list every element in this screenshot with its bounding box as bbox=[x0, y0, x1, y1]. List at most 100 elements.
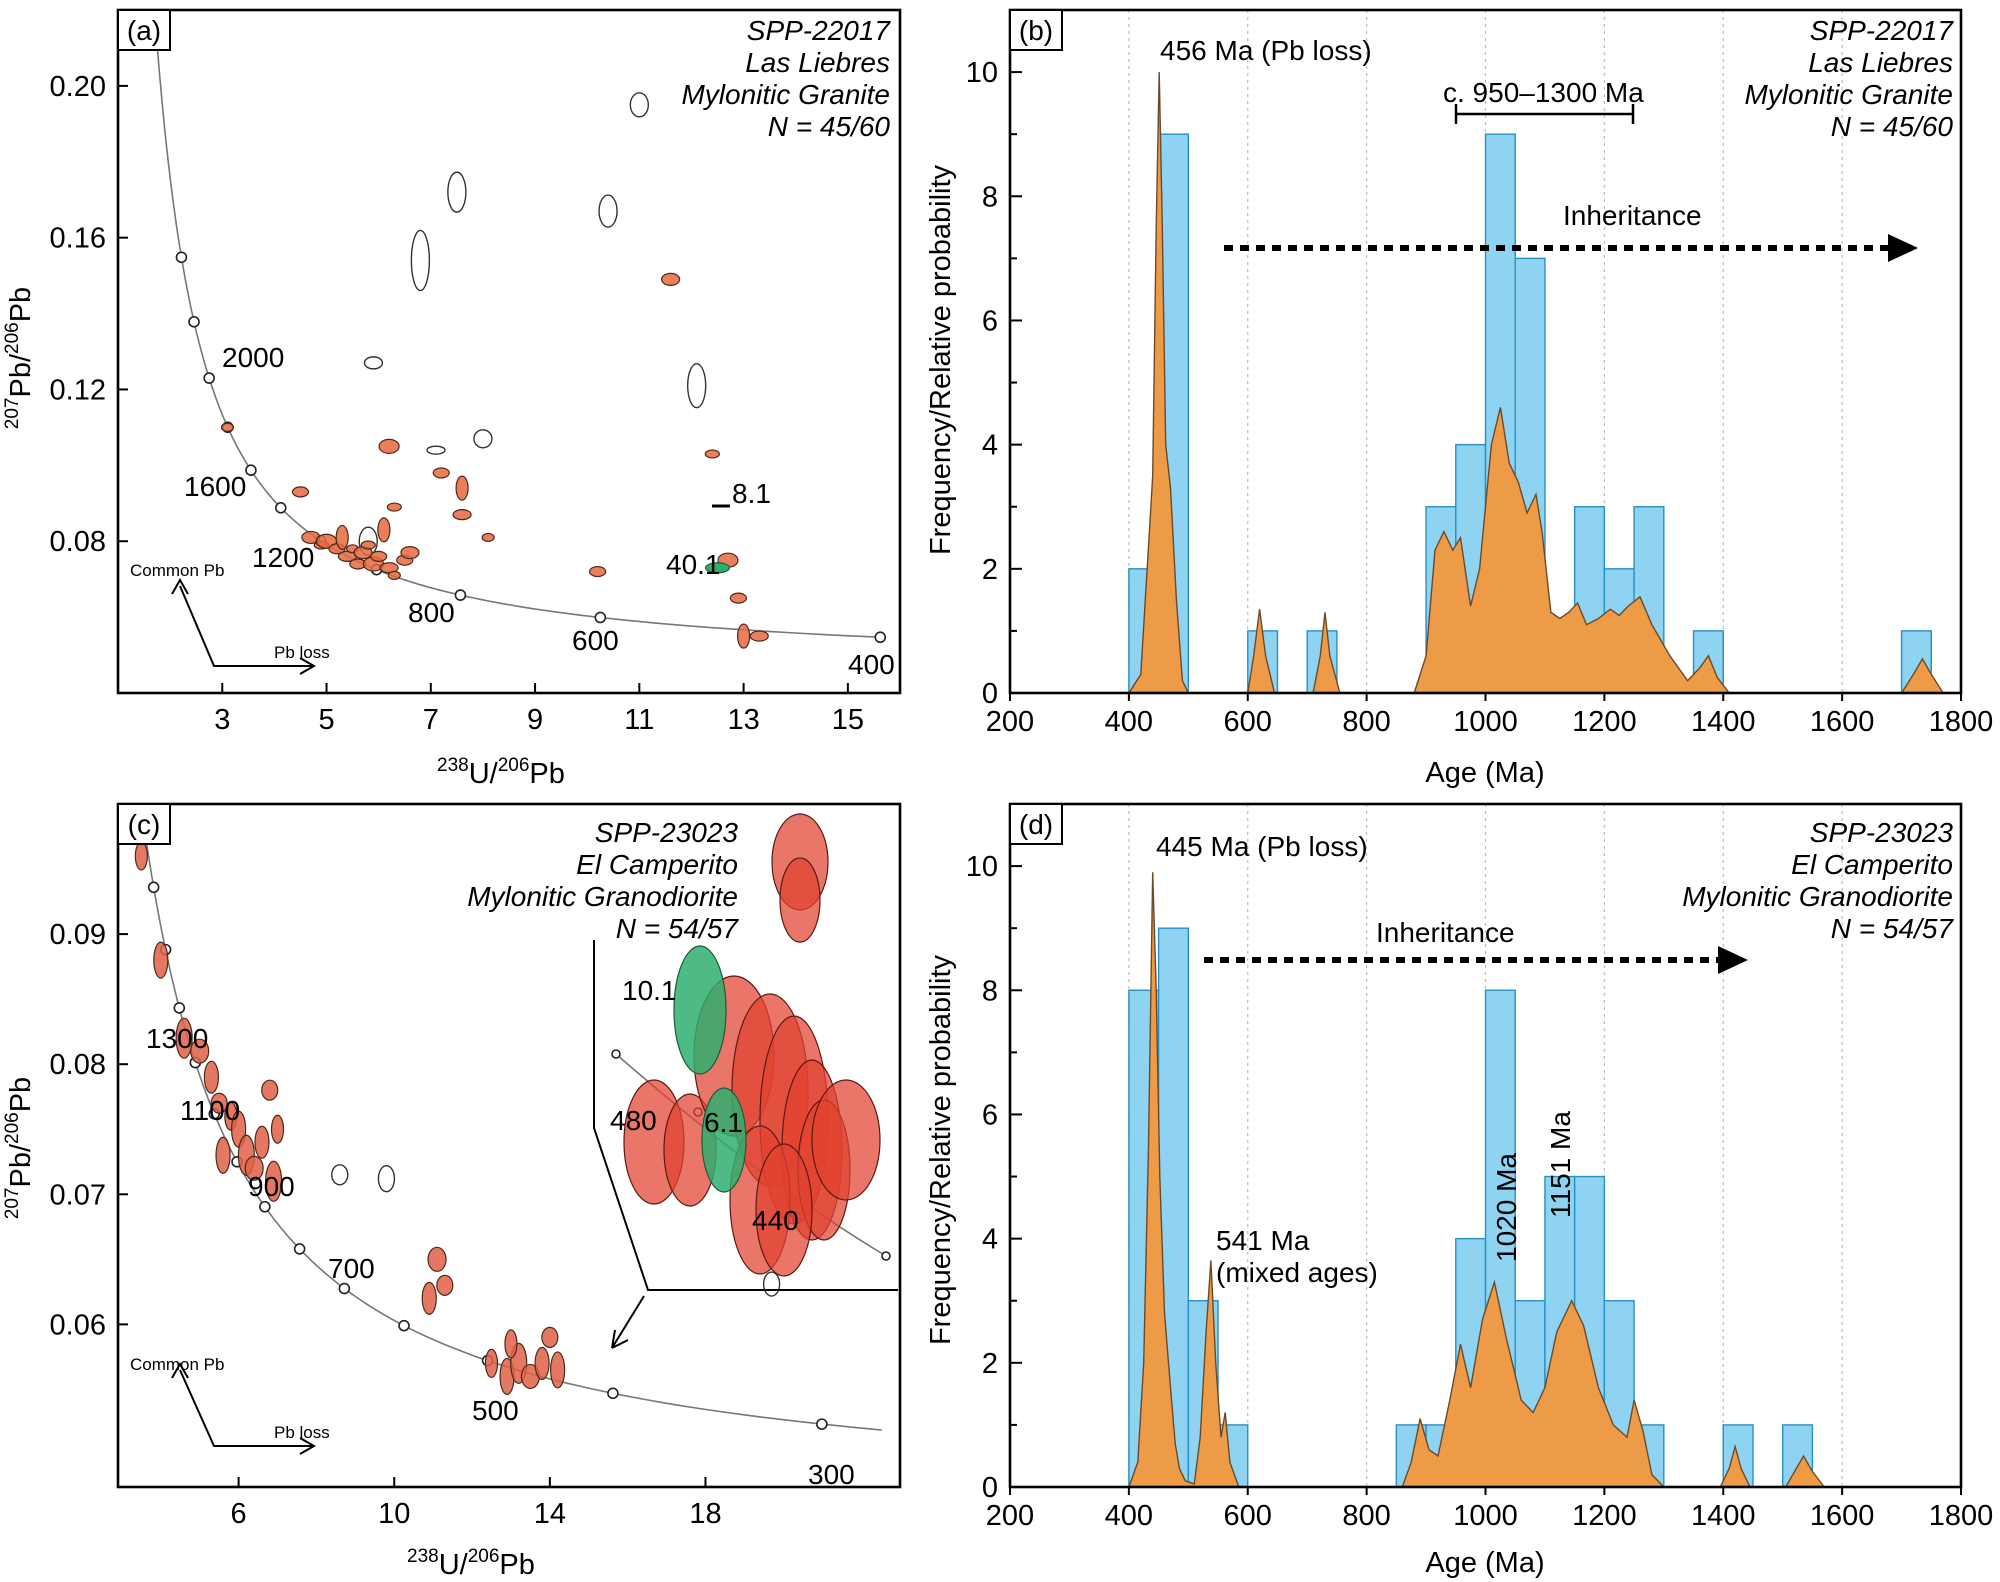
panel-c-common-pb-label: Common Pb bbox=[130, 1355, 224, 1374]
y-tick-label: 0.08 bbox=[50, 1049, 106, 1081]
x-tick-label: 1800 bbox=[1929, 706, 1994, 738]
concordia-curve bbox=[153, 10, 881, 638]
panel-b-label-box bbox=[1009, 9, 1063, 51]
y-tick-label: 0.07 bbox=[50, 1179, 106, 1211]
concordant-ellipse bbox=[265, 1160, 283, 1202]
panel-c-inset-outline bbox=[593, 940, 898, 1291]
y-tick-label: 0.16 bbox=[50, 223, 106, 255]
panel-c-inset-pointer bbox=[611, 1295, 645, 1349]
concordia-age-point bbox=[398, 1319, 410, 1332]
concordant-ellipse bbox=[215, 1136, 231, 1174]
x-tick-label: 400 bbox=[1105, 706, 1153, 738]
discordant-ellipse bbox=[762, 1271, 781, 1297]
concordant-ellipse bbox=[427, 1246, 447, 1272]
panel-a-sample-location: Las Liebres bbox=[745, 47, 890, 78]
concordia-age-point bbox=[454, 589, 467, 601]
concordant-ellipse bbox=[270, 1114, 285, 1144]
discordant-ellipse bbox=[377, 1164, 396, 1193]
panel-b-annotation-pb-loss: 456 Ma (Pb loss) bbox=[1160, 35, 1372, 66]
concordant-ellipse bbox=[244, 1155, 264, 1181]
concordant-ellipse bbox=[400, 546, 420, 560]
panel-d-xlabel: Age (Ma) bbox=[1425, 1547, 1544, 1579]
probability-density-curve bbox=[1128, 872, 1826, 1488]
y-tick-label: 0.12 bbox=[50, 374, 106, 406]
panel-d-annotation-mixed: (mixed ages) bbox=[1216, 1257, 1378, 1288]
panel-c-arrowhead-common bbox=[171, 1361, 189, 1379]
panel-c-age-900: 900 bbox=[248, 1171, 295, 1202]
panel-c-pb-loss-label: Pb loss bbox=[274, 1423, 330, 1442]
concordia-age-point bbox=[147, 881, 160, 894]
panel-c-age-500: 500 bbox=[472, 1395, 519, 1426]
panel-c-ylabel: 207Pb/206Pb bbox=[2, 1077, 37, 1219]
panel-a-pb-loss-label: Pb loss bbox=[274, 643, 330, 662]
x-tick-label: 200 bbox=[986, 1500, 1034, 1532]
x-tick-label: 5 bbox=[318, 704, 334, 736]
panel-c-inset-label-480: 480 bbox=[610, 1105, 657, 1136]
concordant-ellipse bbox=[421, 1281, 437, 1315]
panel-a-arrowhead-loss bbox=[299, 657, 317, 675]
concordia-age-point bbox=[203, 372, 215, 384]
x-tick-label: 600 bbox=[1224, 1500, 1272, 1532]
x-tick-label: 1200 bbox=[1572, 706, 1637, 738]
panel-d-inheritance-arrowhead bbox=[1718, 946, 1748, 974]
x-tick-label: 1400 bbox=[1691, 706, 1756, 738]
x-tick-label: 10 bbox=[378, 1498, 410, 1530]
concordia-age-point bbox=[274, 502, 287, 514]
concordant-ellipse bbox=[386, 502, 402, 512]
concordant-ellipse bbox=[589, 565, 607, 578]
concordant-ellipse bbox=[377, 517, 391, 543]
panel-a-label-box bbox=[117, 9, 171, 51]
concordant-ellipse bbox=[661, 272, 681, 287]
inset-green-ellipse bbox=[701, 1087, 747, 1193]
panel-a-label: (a) bbox=[127, 15, 161, 46]
x-tick-label: 1600 bbox=[1810, 706, 1875, 738]
concordant-ellipse bbox=[452, 509, 472, 521]
panel-a-spot-8-1: 8.1 bbox=[732, 478, 771, 509]
panel-a-age-2000: 2000 bbox=[222, 342, 284, 373]
discordant-ellipse bbox=[426, 445, 446, 455]
panel-c-inset-age-point bbox=[611, 1049, 621, 1059]
panel-a-arrow-path bbox=[179, 585, 312, 667]
concordant-ellipse bbox=[175, 1017, 193, 1059]
panel-a-sample-rock: Mylonitic Granite bbox=[681, 79, 890, 110]
panel-a-age-400: 400 bbox=[848, 649, 895, 680]
discordant-ellipse bbox=[410, 229, 431, 292]
panel-a-sample-n: N = 45/60 bbox=[768, 111, 891, 142]
concordant-ellipse bbox=[749, 630, 769, 642]
y-tick-label: 8 bbox=[982, 975, 998, 1007]
x-tick-label: 18 bbox=[689, 1498, 721, 1530]
y-tick-label: 4 bbox=[982, 430, 998, 462]
y-tick-label: 0.06 bbox=[50, 1309, 106, 1341]
concordant-ellipse bbox=[436, 1274, 454, 1296]
panel-a-frame bbox=[116, 8, 902, 695]
concordant-ellipse bbox=[704, 449, 720, 459]
panel-a-age-800: 800 bbox=[408, 597, 455, 628]
panel-c-inset-label-6-1: 6.1 bbox=[704, 1107, 743, 1138]
x-tick-label: 1000 bbox=[1453, 706, 1518, 738]
concordia-age-point bbox=[245, 464, 257, 477]
panel-b-annotation-inheritance: Inheritance bbox=[1563, 200, 1702, 231]
x-tick-label: 800 bbox=[1342, 1500, 1390, 1532]
panel-b-sample-n: N = 45/60 bbox=[1831, 111, 1954, 142]
panel-a-arrowhead-common bbox=[171, 577, 189, 595]
x-tick-label: 11 bbox=[624, 704, 654, 736]
concordant-ellipse bbox=[190, 1038, 210, 1064]
x-tick-label: 200 bbox=[986, 706, 1034, 738]
panel-c-inset-ellipses bbox=[623, 813, 881, 1277]
concordant-ellipse bbox=[203, 1060, 219, 1094]
panel-c-age-1100: 1100 bbox=[180, 1095, 240, 1126]
concordant-ellipse bbox=[387, 570, 401, 580]
panel-b-annotation-range: c. 950–1300 Ma bbox=[1443, 77, 1644, 108]
panel-a-age-1600: 1600 bbox=[184, 471, 246, 502]
panel-a-arrows: Common Pb Pb loss bbox=[130, 561, 330, 675]
panel-d-ticks: 200 400 600 800 1000 1200 1400 1600 1800 0 2 4 6 8 10 bbox=[966, 851, 1994, 1532]
discordant-ellipse bbox=[629, 92, 650, 118]
panel-c: 6 10 14 18 0.06 0.07 0.08 0.09 (c) SPP-23023 El… bbox=[2, 802, 902, 1581]
concordant-ellipse bbox=[534, 1346, 550, 1381]
concordant-ellipse bbox=[254, 1125, 270, 1159]
panel-d-annotation-1020: 1020 Ma bbox=[1491, 1153, 1522, 1262]
panel-c-frame bbox=[116, 802, 902, 1489]
concordia-age-point bbox=[338, 1282, 351, 1295]
panel-b: 200 400 600 800 1000 1200 1400 1600 18000246810 … bbox=[925, 8, 1994, 789]
y-tick-label: 0.20 bbox=[50, 71, 106, 103]
